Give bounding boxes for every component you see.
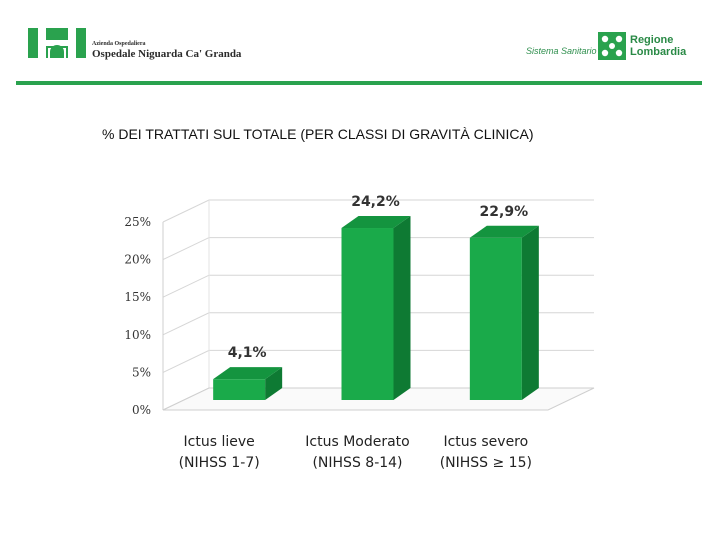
bar [213,379,266,400]
y-tick-label: 20% [124,253,151,267]
header-divider [16,81,702,85]
niguarda-logo-icon [28,28,86,58]
regione-line1: Regione [630,34,674,46]
page-title: % DEI TRATTATI SUL TOTALE (PER CLASSI DI… [102,126,534,142]
regione-lombardia-name: Regione Lombardia [630,34,686,58]
data-label: 22,9% [480,204,529,220]
y-tick-label: 10% [124,328,151,342]
hospital-name-block: Azienda Ospedaliera Ospedale Niguarda Ca… [92,40,262,60]
x-tick-label: Ictus Moderato [305,434,409,450]
y-tick-label: 25% [124,215,151,229]
bar-top [341,216,411,229]
x-tick-label: (NIHSS 1-7) [179,455,260,471]
bar-side [265,367,283,400]
x-tick-label: (NIHSS 8-14) [312,455,402,471]
x-tick-label: Ictus lieve [184,434,255,450]
regione-line2: Lombardia [630,46,687,58]
data-label: 24,2% [351,194,400,210]
x-tick-label: Ictus severo [443,434,528,450]
hospital-subtitle: Azienda Ospedaliera [92,41,146,47]
sistema-sanitario-label: Sistema Sanitario [526,46,597,56]
bar-top [213,367,283,380]
bar [469,237,522,400]
regione-lombardia-logo-icon [598,32,626,60]
y-tick-label: 5% [132,365,151,379]
hospital-name: Ospedale Niguarda Ca' Granda [92,48,242,60]
slide-header: Azienda Ospedaliera Ospedale Niguarda Ca… [0,0,720,90]
bar-side [393,216,411,400]
y-tick-label: 0% [132,403,151,417]
bar-side [521,225,539,400]
bar-top [469,225,539,238]
data-label: 4,1% [228,345,267,361]
bar [341,228,394,400]
y-tick-label: 15% [124,290,151,304]
x-tick-label: (NIHSS ≥ 15) [440,455,532,471]
